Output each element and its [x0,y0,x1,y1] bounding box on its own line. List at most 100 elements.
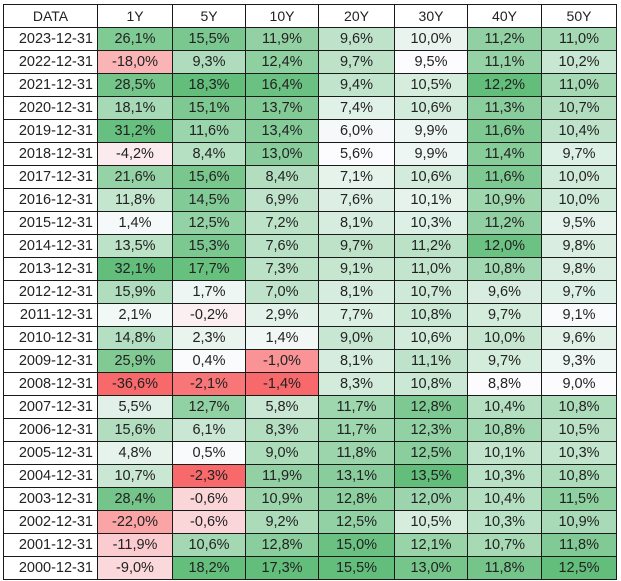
cell-date: 2007-12-31 [3,395,98,419]
cell-return-1y: 1,4% [97,211,173,235]
cell-return-30y: 12,3% [394,418,468,442]
cell-return-30y: 12,0% [394,487,468,511]
cell-return-10y: 8,3% [245,418,319,442]
header-50y: 50Y [541,4,617,28]
cell-return-10y: 12,8% [245,533,319,557]
cell-return-20y: 11,7% [318,395,395,419]
cell-return-5y: 2,3% [172,326,246,350]
cell-return-10y: 6,9% [245,188,319,212]
cell-return-5y: -0,6% [172,487,246,511]
cell-return-5y: -2,3% [172,464,246,488]
cell-return-1y: -11,9% [97,533,173,557]
cell-return-30y: 11,2% [394,234,468,258]
cell-return-50y: 9,8% [541,257,617,281]
cell-return-20y: 8,3% [318,372,395,396]
table-row: 2015-12-31 1,4% 12,5% 7,2% 8,1% 10,3% 11,2% 9,5… [3,211,617,235]
cell-return-20y: 7,6% [318,188,395,212]
cell-return-30y: 12,1% [394,533,468,557]
cell-date: 2023-12-31 [3,27,98,51]
cell-return-1y: 25,9% [97,349,173,373]
table-row: 2000-12-31 -9,0% 18,2% 17,3% 15,5% 13,0% 11,8%… [3,556,617,580]
table-row: 2011-12-31 2,1% -0,2% 2,9% 7,7% 10,8% 9,7% 9,1% [3,303,617,327]
cell-return-10y: -1,0% [245,349,319,373]
cell-return-50y: 9,5% [541,211,617,235]
cell-return-40y: 11,1% [467,50,542,74]
cell-return-1y: 2,1% [97,303,173,327]
cell-return-30y: 12,5% [394,441,468,465]
cell-return-1y: 32,1% [97,257,173,281]
cell-return-30y: 10,5% [394,73,468,97]
cell-date: 2022-12-31 [3,50,98,74]
cell-return-50y: 11,0% [541,27,617,51]
cell-return-40y: 10,0% [467,326,542,350]
cell-return-20y: 5,6% [318,142,395,166]
cell-return-50y: 10,5% [541,418,617,442]
cell-return-50y: 9,6% [541,326,617,350]
header-5y: 5Y [172,4,246,28]
cell-date: 2017-12-31 [3,165,98,189]
table-row: 2020-12-31 18,1% 15,1% 13,7% 7,4% 10,6% 11,3% 1… [3,96,617,120]
cell-date: 2014-12-31 [3,234,98,258]
table-row: 2010-12-31 14,8% 2,3% 1,4% 9,0% 10,6% 10,0% 9,6… [3,326,617,350]
cell-return-30y: 10,3% [394,211,468,235]
cell-return-10y: 12,4% [245,50,319,74]
cell-return-40y: 10,8% [467,257,542,281]
cell-return-1y: 15,9% [97,280,173,304]
cell-return-1y: -36,6% [97,372,173,396]
header-20y: 20Y [318,4,395,28]
cell-return-50y: 11,0% [541,73,617,97]
table-row: 2021-12-31 28,5% 18,3% 16,4% 9,4% 10,5% 12,2% 1… [3,73,617,97]
cell-return-40y: 11,2% [467,27,542,51]
cell-return-20y: 9,4% [318,73,395,97]
cell-date: 2016-12-31 [3,188,98,212]
cell-return-50y: 9,7% [541,142,617,166]
cell-return-40y: 9,7% [467,303,542,327]
cell-return-1y: 18,1% [97,96,173,120]
cell-return-5y: 0,4% [172,349,246,373]
cell-return-20y: 9,7% [318,234,395,258]
cell-return-1y: 15,6% [97,418,173,442]
cell-return-1y: 31,2% [97,119,173,143]
cell-return-10y: 11,9% [245,27,319,51]
cell-return-50y: 9,3% [541,349,617,373]
cell-return-1y: 28,5% [97,73,173,97]
cell-return-5y: 15,6% [172,165,246,189]
cell-return-40y: 10,7% [467,533,542,557]
cell-return-5y: 12,5% [172,211,246,235]
cell-date: 2001-12-31 [3,533,98,557]
cell-return-5y: 18,3% [172,73,246,97]
cell-return-40y: 10,8% [467,418,542,442]
cell-return-30y: 10,6% [394,326,468,350]
cell-return-20y: 13,1% [318,464,395,488]
cell-return-1y: 4,8% [97,441,173,465]
cell-return-10y: 9,0% [245,441,319,465]
cell-return-5y: 18,2% [172,556,246,580]
header-10y: 10Y [245,4,319,28]
cell-return-5y: 9,3% [172,50,246,74]
cell-return-40y: 10,3% [467,464,542,488]
cell-return-10y: 17,3% [245,556,319,580]
cell-return-50y: 10,8% [541,464,617,488]
cell-return-5y: 11,6% [172,119,246,143]
cell-return-40y: 10,3% [467,510,542,534]
cell-date: 2011-12-31 [3,303,98,327]
cell-return-10y: 13,4% [245,119,319,143]
cell-return-30y: 10,8% [394,303,468,327]
cell-return-40y: 12,0% [467,234,542,258]
cell-return-40y: 11,6% [467,119,542,143]
table-row: 2002-12-31 -22,0% -0,6% 9,2% 12,5% 10,5% 10,3%… [3,510,617,534]
table-row: 2013-12-31 32,1% 17,7% 7,3% 9,1% 11,0% 10,8% 9,… [3,257,617,281]
cell-date: 2010-12-31 [3,326,98,350]
cell-return-30y: 9,9% [394,119,468,143]
cell-return-40y: 9,6% [467,280,542,304]
cell-date: 2013-12-31 [3,257,98,281]
cell-return-1y: 26,1% [97,27,173,51]
cell-return-20y: 8,1% [318,211,395,235]
cell-return-10y: -1,4% [245,372,319,396]
table-row: 2001-12-31 -11,9% 10,6% 12,8% 15,0% 12,1% 10,7… [3,533,617,557]
cell-return-30y: 12,8% [394,395,468,419]
cell-return-50y: 9,0% [541,372,617,396]
cell-return-10y: 7,0% [245,280,319,304]
cell-return-50y: 12,5% [541,556,617,580]
cell-date: 2021-12-31 [3,73,98,97]
